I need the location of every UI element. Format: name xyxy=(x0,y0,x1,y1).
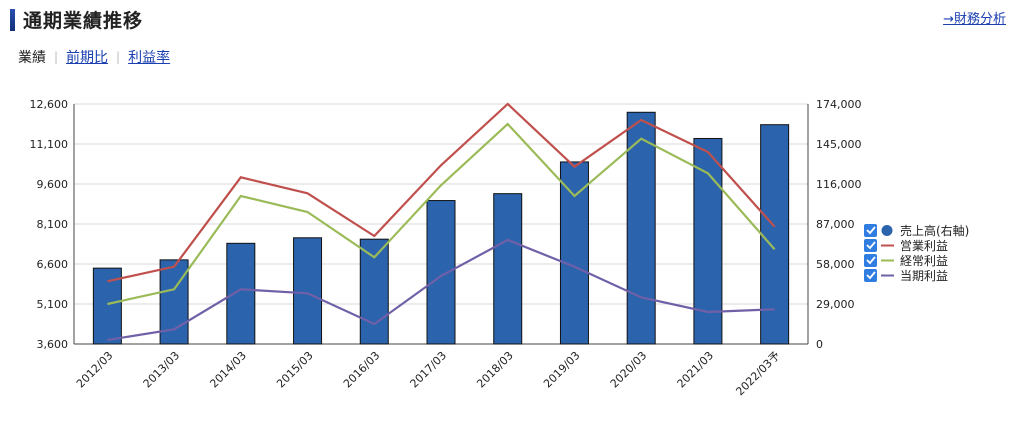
sales-bar xyxy=(559,161,589,345)
right-axis-tick-label: 0 xyxy=(816,338,823,351)
x-axis-tick-label: 2020/03 xyxy=(608,349,650,391)
legend-operating-profit: 営業利益 xyxy=(900,239,948,253)
right-axis-tick-label: 145,000 xyxy=(816,138,862,151)
left-axis-tick-label: 6,600 xyxy=(37,258,69,271)
financial-analysis-link[interactable]: →財務分析 xyxy=(943,12,1006,27)
right-axis-tick-label: 87,000 xyxy=(816,218,855,231)
sales-bar xyxy=(626,111,656,345)
legend-checkbox xyxy=(864,254,877,267)
legend-ordinary-profit: 経常利益 xyxy=(900,254,948,268)
sales-bar xyxy=(226,242,256,345)
checkmark-icon xyxy=(866,226,876,235)
left-axis-tick-label: 3,600 xyxy=(37,338,69,351)
right-axis-tick-label: 116,000 xyxy=(816,178,862,191)
sales-bar xyxy=(426,200,456,345)
x-axis-tick-label: 2014/03 xyxy=(207,349,249,391)
page-title: 通期業績推移 xyxy=(23,10,144,32)
left-axis-tick-label: 5,100 xyxy=(37,298,69,311)
x-axis-tick-label: 2015/03 xyxy=(274,349,316,391)
checkmark-icon xyxy=(866,241,876,250)
tab-margin[interactable]: 利益率 xyxy=(128,50,171,66)
x-axis-tick-label: 2022/03予 xyxy=(733,349,782,398)
legend-net-profit: 当期利益 xyxy=(900,269,948,283)
legend-checkbox xyxy=(864,239,877,252)
ordinary-profit-line xyxy=(107,122,776,306)
tab-separator: | xyxy=(54,50,59,64)
sales-bar xyxy=(293,237,323,345)
legend-marker-circle xyxy=(881,225,893,236)
left-axis-tick-label: 9,600 xyxy=(37,178,69,191)
right-axis-tick-label: 58,000 xyxy=(816,258,855,271)
title-marker xyxy=(10,8,15,31)
tab-bar: 業績 | 前期比 | 利益率 xyxy=(16,47,172,67)
sales-bar xyxy=(760,124,790,345)
x-axis-tick-label: 2016/03 xyxy=(341,349,383,391)
tab-results[interactable]: 業績 xyxy=(18,50,46,66)
legend-checkbox xyxy=(864,269,877,282)
tab-yoy[interactable]: 前期比 xyxy=(66,50,109,66)
x-axis-tick-label: 2013/03 xyxy=(141,349,183,391)
x-axis-tick-label: 2012/03 xyxy=(74,349,116,391)
sales-bar xyxy=(493,193,523,345)
x-axis-tick-label: 2021/03 xyxy=(675,349,717,391)
x-axis-tick-label: 2018/03 xyxy=(474,349,516,391)
left-axis-tick-label: 8,100 xyxy=(37,218,69,231)
net-profit-line xyxy=(107,238,775,342)
sales-bar xyxy=(359,238,389,345)
tab-separator: | xyxy=(116,50,121,64)
legend-checkbox xyxy=(864,224,877,237)
operating-profit-line xyxy=(107,102,776,283)
checkmark-icon xyxy=(866,256,876,265)
left-axis-tick-label: 12,600 xyxy=(30,98,69,111)
right-axis-tick-label: 174,000 xyxy=(816,98,862,111)
legend-sales: 売上高(右軸) xyxy=(900,223,969,238)
right-axis-tick-label: 29,000 xyxy=(816,298,855,311)
page-title-bar: 通期業績推移 xyxy=(10,6,143,33)
checkmark-icon xyxy=(866,271,876,280)
x-axis-tick-label: 2019/03 xyxy=(541,349,583,391)
left-axis-tick-label: 11,100 xyxy=(30,138,69,151)
x-axis-tick-label: 2017/03 xyxy=(408,349,450,391)
